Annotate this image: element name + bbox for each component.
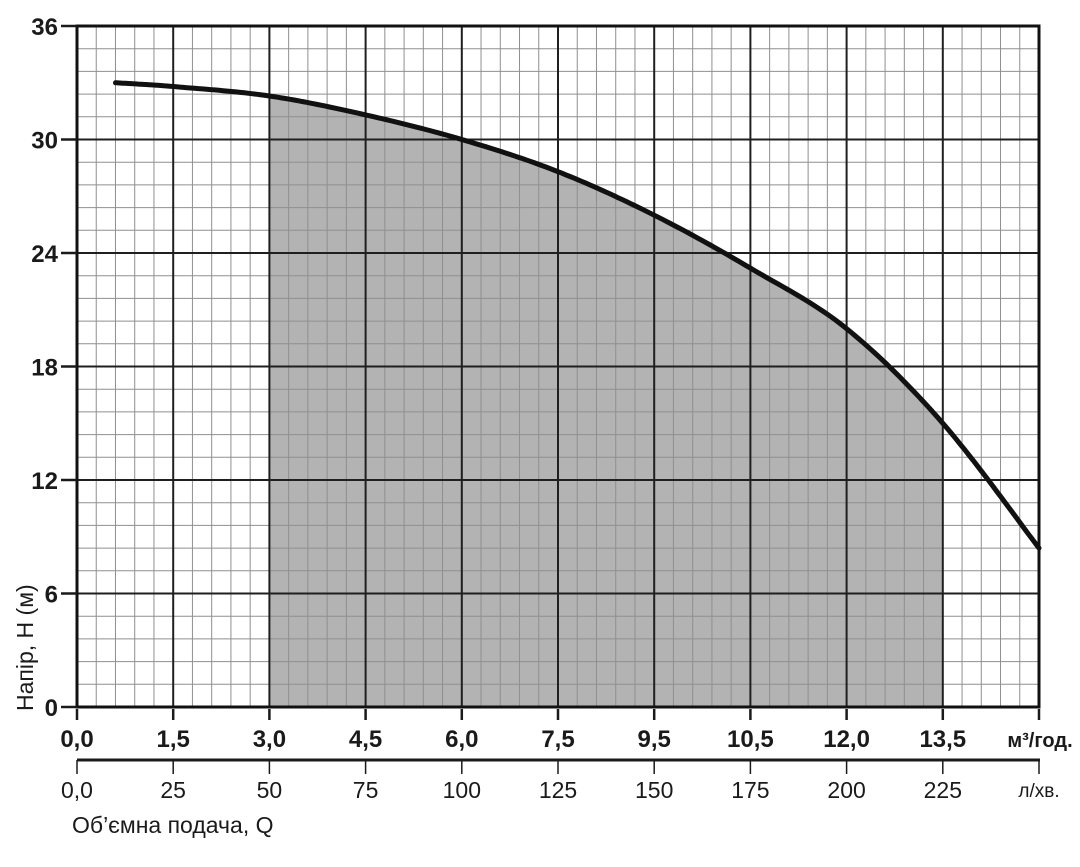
head-tick-label: 6	[45, 582, 58, 609]
flow-bottom-tick-label: 150	[635, 777, 673, 803]
axis-ticks	[61, 24, 1041, 720]
flow-top-tick-label: 13,5	[919, 726, 966, 753]
flow-bottom-tick-label: 100	[443, 777, 481, 803]
grid-major	[77, 26, 1039, 707]
flow-top-tick-label: 6,0	[445, 726, 478, 753]
x-axis-top-unit: м³/год.	[1007, 730, 1072, 752]
flow-top-tick-label: 7,5	[541, 726, 574, 753]
head-tick-label: 24	[31, 241, 58, 268]
flow-bottom-tick-label: 200	[827, 777, 865, 803]
flow-bottom-tick-label: 50	[257, 777, 283, 803]
operating-range-fill	[269, 96, 943, 707]
flow-bottom-tick-label: 175	[731, 777, 769, 803]
flow-bottom-tick-label: 125	[539, 777, 577, 803]
flow-top-tick-label: 9,5	[638, 726, 671, 753]
head-tick-label: 12	[31, 468, 58, 495]
x-axis-title: Об’ємна подача, Q	[72, 812, 274, 838]
flow-bottom-tick-label: 225	[924, 777, 962, 803]
head-tick-label: 30	[31, 128, 58, 155]
head-tick-label: 18	[31, 355, 58, 382]
x-axis-bottom-unit: л/хв.	[1018, 781, 1059, 802]
flow-bottom-tick-label: 75	[353, 777, 379, 803]
flow-top-tick-label: 10,5	[727, 726, 774, 753]
flow-top-tick-label: 1,5	[157, 726, 190, 753]
flow-top-tick-label: 4,5	[349, 726, 382, 753]
pump-curve	[113, 80, 1042, 551]
flow-top-tick-label: 3,0	[253, 726, 286, 753]
flow-top-tick-label: 12,0	[823, 726, 870, 753]
flow-axis-bottom-ruler	[76, 758, 1040, 774]
pump-curve-path	[113, 80, 1042, 551]
operating-range-polygon	[269, 96, 943, 707]
head-tick-label: 0	[45, 695, 58, 722]
flow-bottom-tick-label: 0,0	[61, 777, 93, 803]
flow-bottom-tick-label: 25	[160, 777, 186, 803]
flow-top-tick-label: 0,0	[60, 726, 93, 753]
y-axis-title: Напір, H (м)	[12, 584, 38, 711]
head-tick-label: 36	[31, 14, 58, 41]
